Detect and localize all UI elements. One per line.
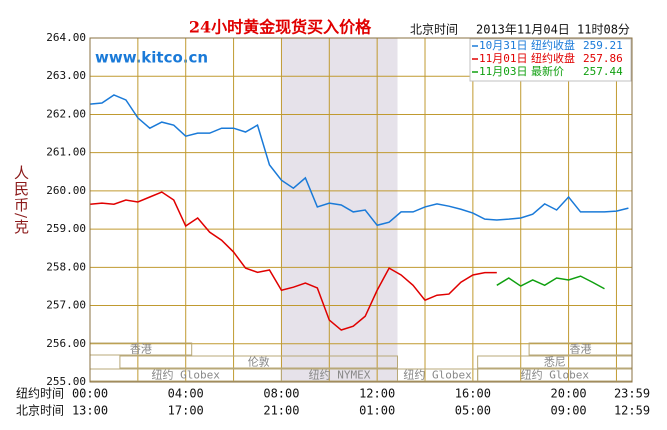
legend-status: 最新价 (531, 64, 564, 78)
x2-axis-label: 北京时间 (16, 404, 64, 418)
y-tick-label: 263.00 (46, 69, 86, 82)
y-axis-label: 人民币/克 (12, 165, 30, 235)
x2-tick-label: 05:00 (455, 404, 491, 418)
session-box (119, 355, 398, 369)
x2-tick-label: 09:00 (551, 404, 587, 418)
x-tick-label: 08:00 (263, 387, 299, 401)
x-tick-label: 23:59 (614, 387, 650, 401)
legend-name: 11月03日 (479, 65, 528, 78)
legend-name: 10月31日 (479, 39, 528, 52)
time-label: 北京时间 (410, 23, 458, 37)
y-tick-label: 255.00 (46, 375, 86, 388)
session-label: 纽约 NYMEX (309, 368, 371, 382)
x-tick-label: 04:00 (168, 387, 204, 401)
y-tick-label: 259.00 (46, 222, 86, 235)
chart-title: 24小时黄金现货买入价格 (189, 18, 372, 37)
price-line (89, 191, 497, 331)
legend-name: 11月01日 (479, 52, 528, 65)
x-tick-label: 20:00 (551, 387, 587, 401)
x-axis-label: 纽约时间 (16, 386, 64, 401)
legend-last: 257.44 (583, 65, 623, 78)
y-tick-label: 257.00 (46, 299, 86, 312)
y-tick-label: 264.00 (46, 31, 86, 44)
session-label: 香港 (570, 343, 592, 356)
x-tick-label: 12:00 (359, 387, 395, 401)
x2-tick-label: 13:00 (72, 404, 108, 418)
watermark: www.kitco.cn (95, 49, 208, 67)
session-label: 纽约 Globex (403, 368, 472, 382)
x2-tick-label: 21:00 (263, 404, 299, 418)
legend-last: 259.21 (583, 39, 623, 52)
y-tick-label: 258.00 (46, 260, 86, 273)
price-line (496, 275, 605, 290)
x-tick-label: 00:00 (72, 387, 108, 401)
price-line (89, 94, 629, 227)
y-tick-label: 260.00 (46, 184, 86, 197)
legend-status: 纽约收盘 (531, 51, 575, 65)
y-tick-label: 262.00 (46, 107, 86, 120)
session-label: 纽约 Globex (152, 368, 221, 382)
session-label: 纽约 Globex (521, 368, 590, 382)
legend-box (469, 38, 632, 82)
y-tick-label: 261.00 (46, 146, 86, 159)
session-label: 悉尼 (544, 356, 566, 369)
plot-frame (89, 37, 633, 383)
x2-tick-label: 17:00 (168, 404, 204, 418)
x2-tick-label: 01:00 (359, 404, 395, 418)
timestamp: 2013年11月04日 11时08分 (476, 23, 630, 37)
x-tick-label: 16:00 (455, 387, 491, 401)
session-label: 伦敦 (248, 355, 270, 369)
shaded-region (281, 38, 398, 382)
legend-last: 257.86 (583, 52, 623, 65)
session-label: 香港 (130, 343, 152, 356)
legend-status: 纽约收盘 (531, 38, 575, 52)
y-tick-label: 256.00 (46, 337, 86, 350)
x2-tick-label: 12:59 (614, 404, 650, 418)
